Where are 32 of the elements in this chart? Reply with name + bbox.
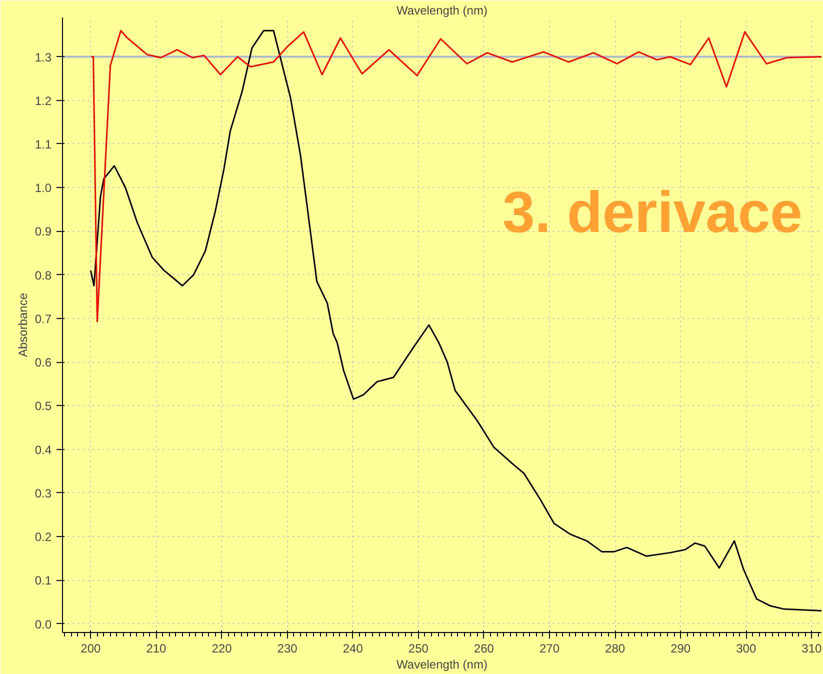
y-tick-label: 0.6 <box>34 356 52 370</box>
x-tick-label: 240 <box>342 642 364 656</box>
x-tick-label: 300 <box>736 642 756 656</box>
x-tick-label: 290 <box>670 642 691 656</box>
x-tick-label: 270 <box>539 642 560 656</box>
x-tick-label: 210 <box>146 642 167 656</box>
y-tick-label: 1.1 <box>34 137 52 152</box>
x-tick-label: 310 <box>802 642 822 656</box>
annotation: 3. derivace <box>502 180 802 245</box>
y-tick-label: 1.2 <box>34 94 52 108</box>
y-tick-label: 0.3 <box>34 486 52 500</box>
x-tick-label: 250 <box>408 642 429 656</box>
x-tick-label: 280 <box>605 642 626 656</box>
y-tick-label: 0.0 <box>34 617 52 632</box>
y-axis-title: Absorbance <box>16 292 30 358</box>
line-series <box>90 30 822 612</box>
x-axis-title: Wavelength (nm) <box>396 658 488 672</box>
y-tick-label: 0.5 <box>34 399 52 414</box>
y-tick-label: 0.4 <box>34 442 52 457</box>
y-tick-label: 1.0 <box>34 181 52 196</box>
y-tick-label: 0.1 <box>34 574 52 588</box>
y-tick-label: 0.9 <box>34 224 52 239</box>
y-tick-label: 0.7 <box>34 312 52 326</box>
y-tick-label: 1.3 <box>34 50 52 64</box>
x-tick-label: 220 <box>212 642 232 656</box>
y-tick-label: 0.8 <box>34 268 52 282</box>
x-tick-label: 230 <box>277 642 298 656</box>
x-tick-label: 200 <box>80 642 102 656</box>
x2-axis-title: Wavelength (nm) <box>396 4 488 18</box>
x-tick-label: 260 <box>474 642 494 656</box>
line-series <box>90 30 822 322</box>
y-tick-label: 0.2 <box>34 530 52 544</box>
